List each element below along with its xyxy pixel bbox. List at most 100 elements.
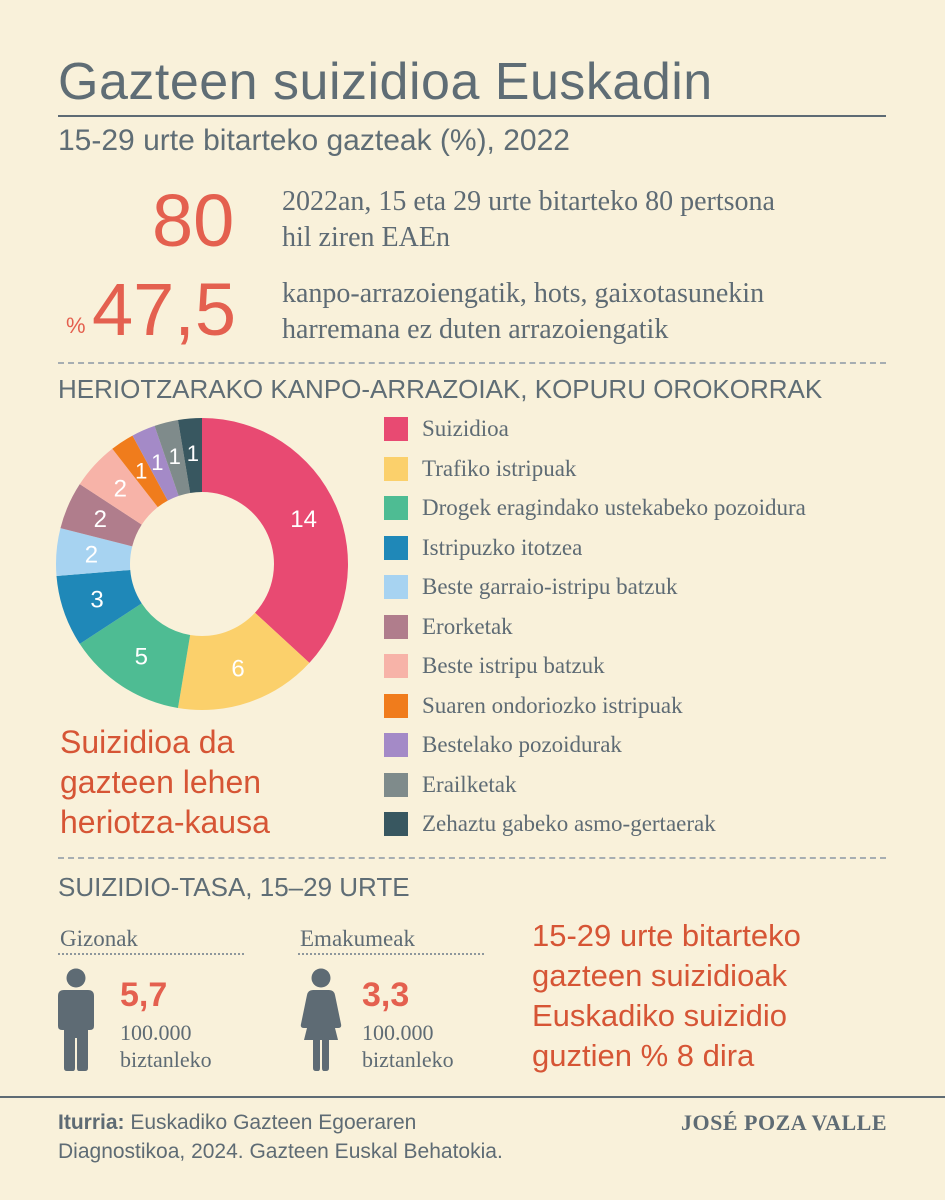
rate-callout-line: 15-29 urte bitarteko xyxy=(532,918,801,953)
rate-unit-line: 100.000 xyxy=(362,1020,434,1045)
donut-value-label: 6 xyxy=(231,655,244,682)
donut-value-label: 2 xyxy=(85,541,98,568)
men-divider xyxy=(58,953,244,955)
legend-swatch xyxy=(384,535,408,560)
rate-unit-line: 100.000 xyxy=(120,1020,192,1045)
rate-callout-line: gazteen suizidioak xyxy=(532,958,788,993)
causes-heading: HERIOTZARAKO KANPO-ARRAZOIAK, KOPURU ORO… xyxy=(58,374,823,404)
legend-item: Istripuzko itotzea xyxy=(384,535,582,561)
page-title: Gazteen suizidioa Euskadin xyxy=(58,53,713,111)
legend-item: Suaren ondoriozko istripuak xyxy=(384,693,683,719)
rate-callout-line: Euskadiko suizidio xyxy=(532,998,788,1033)
donut-slice xyxy=(112,435,168,508)
donut-slice xyxy=(202,418,348,663)
rate-callout-line: guztien % 8 dira xyxy=(532,1038,755,1073)
donut-value-label: 2 xyxy=(94,506,107,533)
male-icon xyxy=(58,968,94,1071)
author-credit: JOSÉ POZA VALLE xyxy=(681,1110,887,1135)
source-text: Euskadiko Gazteen Egoeraren xyxy=(124,1111,417,1134)
men-rate-value: 5,7 xyxy=(120,976,168,1014)
legend-swatch xyxy=(384,772,408,797)
legend-item: Trafiko istripuak xyxy=(384,456,576,482)
rate-unit-line: biztanleko xyxy=(362,1047,454,1072)
section-divider-1 xyxy=(58,362,886,364)
causes-callout-line: heriotza-kausa xyxy=(60,804,270,840)
donut-value-label: 14 xyxy=(290,506,317,533)
donut-slice xyxy=(60,484,142,547)
causes-callout-line: Suizidioa da xyxy=(60,724,235,760)
donut-value-label: 2 xyxy=(114,475,127,502)
legend-swatch xyxy=(384,575,408,599)
donut-slice xyxy=(79,448,158,525)
legend-swatch xyxy=(384,614,408,639)
legend-swatch xyxy=(384,456,408,481)
legend-item: Erailketak xyxy=(384,772,517,798)
men-label: Gizonak xyxy=(60,926,138,951)
women-rate-unit: 100.000 biztanleko xyxy=(362,1019,454,1073)
legend-label: Beste istripu batzuk xyxy=(422,653,605,678)
source-line-1: Iturria: Euskadiko Gazteen Egoeraren xyxy=(58,1108,503,1137)
women-rate-value: 3,3 xyxy=(362,976,410,1014)
legend-item: Suizidioa xyxy=(384,416,509,442)
donut-value-label: 1 xyxy=(169,444,181,469)
section-divider-2 xyxy=(58,857,886,859)
legend-item: Erorketak xyxy=(384,614,513,640)
legend-label: Trafiko istripuak xyxy=(422,455,577,481)
donut-slice xyxy=(177,612,310,710)
causes-callout-line: gazteen lehen xyxy=(60,764,262,800)
female-icon xyxy=(300,968,342,1071)
donut-value-label: 1 xyxy=(187,441,199,466)
women-label: Emakumeak xyxy=(300,926,415,951)
legend-label: Zehaztu gabeko asmo-gertaerak xyxy=(422,811,716,836)
donut-slice xyxy=(132,425,179,501)
donut-value-label: 3 xyxy=(90,587,103,614)
rate-callout: 15-29 urte bitarteko gazteen suizidioak … xyxy=(532,916,801,1076)
legend-swatch xyxy=(384,417,408,441)
donut-slice xyxy=(56,569,142,644)
legend-label: Erailketak xyxy=(422,771,517,797)
deaths-count: 80 xyxy=(152,179,235,262)
source-credit: Iturria: Euskadiko Gazteen Egoeraren Dia… xyxy=(58,1108,503,1166)
donut-slice xyxy=(79,603,191,709)
legend-label: Bestelako pozoidurak xyxy=(422,732,622,757)
rate-unit-line: biztanleko xyxy=(120,1047,212,1072)
causes-callout: Suizidioa da gazteen lehen heriotza-kaus… xyxy=(60,722,270,842)
legend-label: Drogek eragindako ustekabeko pozoidura xyxy=(422,495,806,520)
legend-label: Beste garraio-istripu batzuk xyxy=(422,574,678,599)
donut-slice xyxy=(177,418,202,493)
legend-item: Beste istripu batzuk xyxy=(384,653,605,679)
donut-value-label: 5 xyxy=(135,643,148,670)
external-causes-percent: 47,5 xyxy=(92,268,237,351)
legend-swatch xyxy=(384,812,408,836)
women-divider xyxy=(298,953,484,955)
source-line-2: Diagnostikoa, 2024. Gazteen Euskal Behat… xyxy=(58,1140,503,1163)
legend-label: Erorketak xyxy=(422,613,513,639)
men-rate-unit: 100.000 biztanleko xyxy=(120,1019,212,1073)
legend-item: Beste garraio-istripu batzuk xyxy=(384,574,677,600)
legend-item: Zehaztu gabeko asmo-gertaerak xyxy=(384,811,716,837)
external-causes-description-line-1: kanpo-arrazoiengatik, hots, gaixotasunek… xyxy=(282,278,765,309)
percent-sign: % xyxy=(66,313,86,338)
legend-swatch xyxy=(384,693,408,718)
source-label: Iturria: xyxy=(58,1111,125,1134)
donut-value-label: 1 xyxy=(135,459,147,484)
title-divider xyxy=(58,115,886,117)
legend-swatch xyxy=(384,496,408,520)
legend-swatch xyxy=(384,733,408,757)
rate-heading: SUIZIDIO-TASA, 15–29 URTE xyxy=(58,872,410,902)
deaths-description-line-2: hil ziren EAEn xyxy=(282,222,450,253)
legend-swatch xyxy=(384,654,408,678)
legend-item: Drogek eragindako ustekabeko pozoidura xyxy=(384,495,806,521)
donut-slice xyxy=(56,528,133,577)
donut-slice xyxy=(154,419,191,496)
donut-value-label: 1 xyxy=(151,450,163,475)
legend-label: Istripuzko itotzea xyxy=(422,534,583,560)
page-subtitle: 15-29 urte bitarteko gazteak (%), 2022 xyxy=(58,124,570,157)
footer-divider xyxy=(0,1096,945,1098)
external-causes-description-line-2: harremana ez duten arrazoiengatik xyxy=(282,314,669,345)
legend-item: Bestelako pozoidurak xyxy=(384,732,622,758)
deaths-description-line-1: 2022an, 15 eta 29 urte bitarteko 80 pert… xyxy=(282,186,775,217)
legend-label: Suaren ondoriozko istripuak xyxy=(422,692,683,718)
legend-label: Suizidioa xyxy=(422,416,509,441)
